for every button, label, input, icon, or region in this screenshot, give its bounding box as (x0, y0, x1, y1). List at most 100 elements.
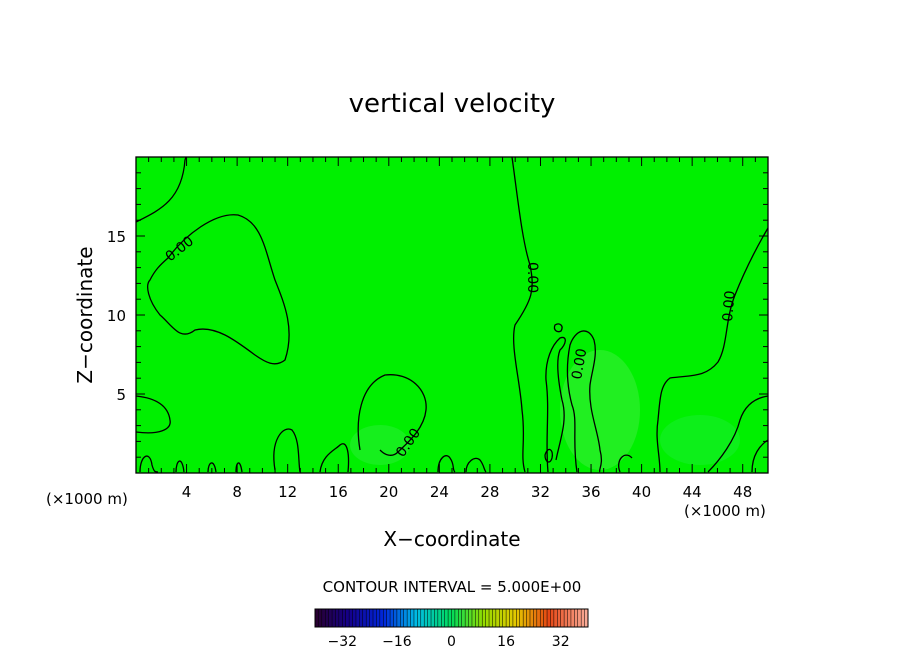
colorbar-cell (383, 609, 388, 627)
colorbar-cell (390, 609, 394, 627)
colorbar-cell (553, 609, 558, 627)
contour-label: 0.00 (569, 347, 590, 380)
colorbar-cell (321, 609, 326, 627)
velocity-field (136, 157, 768, 473)
y-axis-ticks: 5 10 15 (107, 172, 768, 458)
colorbar-cell (577, 609, 582, 627)
colorbar-cell (533, 609, 538, 627)
colorbar-cell (485, 609, 490, 627)
contour-interval-text: CONTOUR INTERVAL = 5.000E+00 (323, 578, 582, 596)
colorbar-cell (506, 609, 510, 627)
contour-line (553, 323, 563, 333)
colorbar-cell (362, 609, 367, 627)
colorbar-cell (420, 609, 425, 627)
colorbar-cell (355, 609, 360, 627)
colorbar-cell (318, 609, 323, 627)
x-tick-label: 32 (531, 483, 550, 501)
colorbar-cell (410, 609, 415, 627)
colorbar-cell (465, 609, 469, 627)
x-tick-label: 36 (581, 483, 600, 501)
colorbar-cell (557, 609, 562, 627)
colorbar-cell (376, 609, 381, 627)
colorbar-cell (444, 609, 449, 627)
colorbar-ticks: −32 −16 0 16 32 (328, 634, 570, 650)
colorbar-cell (478, 609, 483, 627)
colorbar-cell (512, 609, 517, 627)
colorbar-cell (417, 609, 422, 627)
contour-line (656, 227, 769, 473)
colorbar (314, 608, 589, 628)
colorbar-cell (499, 609, 504, 627)
contour-line (235, 462, 243, 473)
y-axis-label: Z−coordinate (73, 246, 97, 383)
colorbar-cell (536, 609, 541, 627)
colorbar-cell (424, 609, 429, 627)
colorbar-cell (529, 609, 534, 627)
colorbar-cell (458, 609, 463, 627)
x-axis-ticks: 4 8 12 16 20 24 28 32 36 40 44 48 (148, 157, 756, 501)
colorbar-tick-label: 32 (552, 634, 570, 650)
contour-line (465, 457, 487, 473)
contour-line (273, 428, 301, 473)
colorbar-cell (502, 609, 507, 627)
colorbar-cell (543, 609, 548, 627)
colorbar-cell (400, 609, 405, 627)
colorbar-cell (547, 609, 551, 627)
chart-title: vertical velocity (349, 89, 556, 119)
contour-line (175, 460, 185, 473)
colorbar-cell (448, 609, 452, 627)
contour-line (545, 336, 566, 473)
contour-line (319, 443, 350, 473)
colorbar-frame (314, 608, 589, 628)
field-patch (350, 425, 410, 465)
colorbar-cell (526, 609, 531, 627)
x-axis-unit-right: (×1000 m) (684, 502, 766, 520)
colorbar-cell (413, 609, 418, 627)
contour-line (135, 156, 187, 223)
contour-line (618, 454, 633, 473)
colorbar-cell (437, 609, 442, 627)
colorbar-cell (342, 609, 347, 627)
contour-line (544, 448, 554, 463)
colorbar-cell (567, 609, 572, 627)
colorbar-cell (393, 609, 398, 627)
contour-line (147, 214, 290, 365)
contour-line (511, 156, 533, 473)
colorbar-cell (516, 609, 521, 627)
colorbar-cell (328, 609, 333, 627)
colorbar-cell (461, 609, 466, 627)
colorbar-cell (550, 609, 555, 627)
colorbar-cell (492, 609, 497, 627)
colorbar-cell (495, 609, 500, 627)
x-axis-unit-left: (×1000 m) (46, 490, 128, 508)
contour-label: 0.00 (524, 262, 540, 293)
x-tick-label: 16 (329, 483, 348, 501)
colorbar-cell (451, 609, 456, 627)
x-tick-label: 12 (278, 483, 297, 501)
field-patch (560, 350, 640, 470)
colorbar-cell (475, 609, 480, 627)
colorbar-tick-label: −16 (382, 634, 412, 650)
contour-line (207, 462, 217, 473)
x-tick-label: 4 (182, 483, 192, 501)
colorbar-cell (427, 609, 432, 627)
colorbar-cell (379, 609, 384, 627)
contour-line (139, 455, 159, 473)
colorbar-cell (560, 609, 565, 627)
field-patch (660, 415, 740, 465)
colorbar-cell (509, 609, 514, 627)
x-tick-label: 20 (379, 483, 398, 501)
colorbar-cell (345, 609, 350, 627)
colorbar-cell (373, 609, 377, 627)
colorbar-cell (352, 609, 357, 627)
colorbar-cell (407, 609, 411, 627)
colorbar-cell (335, 609, 340, 627)
colorbar-cell (315, 609, 319, 627)
colorbar-cell (369, 609, 374, 627)
colorbar-cell (482, 609, 487, 627)
colorbar-tick-label: −32 (328, 634, 358, 650)
x-axis-label: X−coordinate (383, 527, 520, 551)
colorbar-cell (325, 609, 330, 627)
colorbar-cell (584, 609, 589, 627)
